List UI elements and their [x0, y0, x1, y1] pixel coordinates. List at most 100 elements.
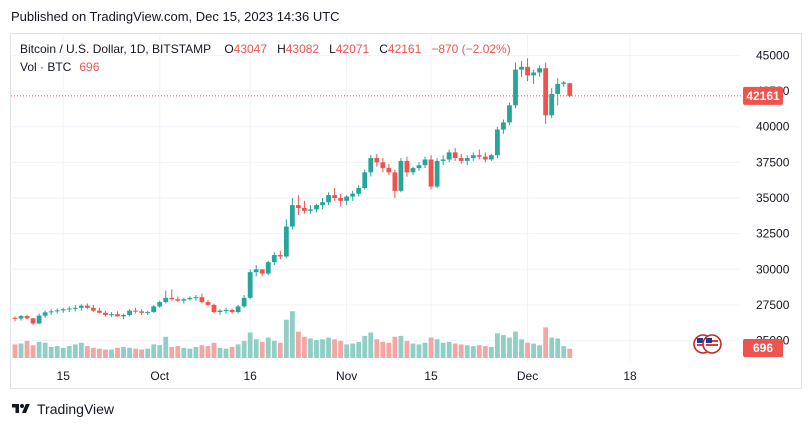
chart-frame[interactable] [10, 33, 802, 389]
volume-bar[interactable] [488, 346, 494, 358]
volume-bar[interactable] [452, 343, 458, 358]
candle-body[interactable] [434, 160, 440, 187]
volume-bar[interactable] [217, 347, 223, 358]
candle-body[interactable] [175, 299, 181, 301]
candle-body[interactable] [211, 304, 217, 313]
volume-bar[interactable] [561, 346, 567, 358]
volume-bar[interactable] [205, 346, 211, 358]
candle-body[interactable] [314, 205, 319, 210]
volume-bar[interactable] [12, 344, 18, 358]
volume-bar[interactable] [537, 345, 543, 358]
candle-body[interactable] [482, 156, 488, 160]
candle-body[interactable] [84, 305, 90, 308]
candle-body[interactable] [446, 152, 452, 160]
candle-body[interactable] [54, 310, 60, 312]
volume-bar[interactable] [169, 346, 175, 358]
candle-body[interactable] [525, 66, 530, 76]
candle-body[interactable] [223, 309, 229, 311]
volume-bar[interactable] [121, 346, 126, 358]
volume-bar[interactable] [308, 338, 313, 358]
candle-body[interactable] [410, 168, 416, 173]
candle-body[interactable] [24, 316, 30, 319]
candle-body[interactable] [368, 158, 374, 173]
volume-bar[interactable] [332, 339, 337, 358]
volume-bar[interactable] [115, 347, 120, 358]
candle-body[interactable] [151, 306, 157, 313]
candle-body[interactable] [476, 155, 482, 157]
candle-body[interactable] [289, 205, 295, 227]
volume-bar[interactable] [434, 339, 440, 358]
candle-body[interactable] [193, 297, 199, 299]
volume-bar[interactable] [470, 346, 476, 358]
volume-bar[interactable] [440, 342, 446, 358]
volume-bar[interactable] [283, 319, 289, 358]
candle-body[interactable] [302, 207, 307, 211]
volume-bar[interactable] [24, 341, 30, 358]
volume-bar[interactable] [18, 343, 24, 358]
volume-bar[interactable] [211, 342, 217, 358]
candle-body[interactable] [464, 158, 470, 161]
candle-body[interactable] [48, 311, 54, 313]
candle-body[interactable] [380, 162, 386, 169]
candle-body[interactable] [253, 269, 259, 273]
candle-body[interactable] [488, 155, 494, 160]
volume-bar[interactable] [398, 335, 404, 358]
volume-bar[interactable] [139, 349, 145, 359]
candle-body[interactable] [458, 158, 464, 161]
volume-bar[interactable] [549, 337, 555, 358]
volume-bar[interactable] [543, 327, 549, 358]
candle-body[interactable] [543, 68, 549, 116]
candle-body[interactable] [187, 297, 193, 300]
candle-body[interactable] [145, 312, 151, 314]
candle-body[interactable] [247, 272, 253, 298]
volume-bar[interactable] [531, 343, 536, 358]
volume-bar[interactable] [320, 339, 325, 358]
volume-bar[interactable] [338, 341, 344, 358]
candle-body[interactable] [320, 202, 325, 206]
volume-bar[interactable] [458, 344, 464, 358]
candle-body[interactable] [109, 314, 114, 316]
volume-bar[interactable] [525, 342, 530, 358]
volume-bar[interactable] [48, 346, 54, 358]
candle-body[interactable] [121, 314, 126, 317]
volume-bar[interactable] [416, 344, 422, 358]
volume-bar[interactable] [567, 348, 573, 358]
volume-bar[interactable] [229, 346, 235, 358]
volume-bar[interactable] [259, 341, 265, 358]
candle-body[interactable] [555, 83, 561, 94]
candle-body[interactable] [513, 69, 518, 106]
candle-body[interactable] [169, 297, 175, 300]
candle-body[interactable] [344, 196, 350, 201]
volume-bar[interactable] [36, 341, 42, 358]
volume-bar[interactable] [103, 349, 108, 359]
candle-body[interactable] [422, 159, 428, 166]
candle-body[interactable] [42, 312, 48, 316]
candle-body[interactable] [519, 66, 524, 70]
last-volume-badge[interactable] [743, 339, 783, 357]
candle-body[interactable] [452, 152, 458, 159]
volume-bar[interactable] [374, 339, 380, 358]
volume-bar[interactable] [277, 342, 283, 358]
candle-body[interactable] [115, 314, 120, 317]
volume-bar[interactable] [54, 346, 60, 358]
volume-bar[interactable] [193, 346, 199, 358]
volume-bar[interactable] [302, 336, 307, 358]
candle-body[interactable] [326, 195, 331, 203]
candle-body[interactable] [338, 198, 344, 201]
volume-bar[interactable] [84, 346, 90, 358]
volume-bar[interactable] [296, 331, 301, 358]
volume-bar[interactable] [386, 342, 392, 358]
candle-body[interactable] [12, 317, 18, 319]
candle-body[interactable] [163, 297, 169, 303]
candle-body[interactable] [103, 312, 108, 315]
candle-body[interactable] [181, 299, 187, 301]
volume-bar[interactable] [555, 338, 561, 358]
candle-body[interactable] [404, 160, 410, 173]
candle-body[interactable] [217, 310, 223, 313]
candle-body[interactable] [386, 168, 392, 173]
footer-brand[interactable]: TradingView [11, 401, 114, 417]
volume-bar[interactable] [187, 348, 193, 358]
candle-body[interactable] [97, 310, 102, 313]
volume-bar[interactable] [314, 340, 319, 358]
